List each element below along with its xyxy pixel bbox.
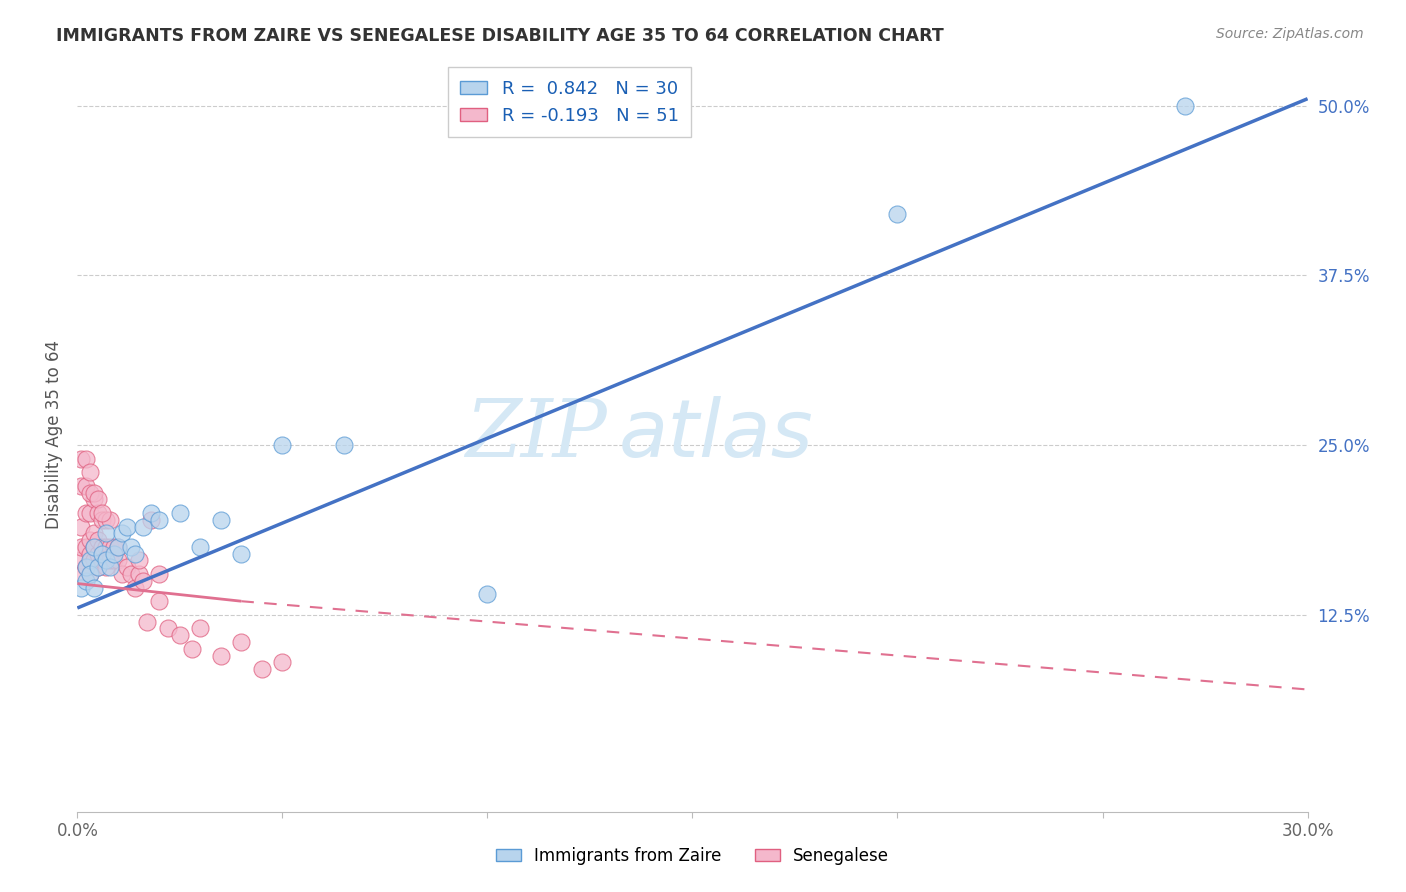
Point bbox=[103, 553, 125, 567]
Point bbox=[79, 567, 101, 582]
Point bbox=[103, 547, 125, 561]
Point bbox=[115, 519, 138, 533]
Point bbox=[181, 641, 204, 656]
Point bbox=[70, 581, 93, 595]
Point bbox=[75, 560, 97, 574]
Point bbox=[111, 526, 134, 541]
Point bbox=[87, 560, 110, 574]
Point bbox=[141, 513, 163, 527]
Point bbox=[231, 635, 253, 649]
Point bbox=[90, 553, 114, 567]
Point bbox=[209, 513, 232, 527]
Point bbox=[107, 540, 129, 554]
Point bbox=[98, 513, 121, 527]
Point bbox=[209, 648, 232, 663]
Point bbox=[250, 662, 273, 676]
Point bbox=[75, 574, 97, 588]
Point bbox=[94, 513, 117, 527]
Point bbox=[75, 479, 97, 493]
Point bbox=[75, 451, 97, 466]
Point bbox=[124, 547, 146, 561]
Point bbox=[70, 451, 93, 466]
Point bbox=[90, 513, 114, 527]
Point bbox=[83, 540, 105, 554]
Point bbox=[83, 526, 105, 541]
Point bbox=[94, 553, 117, 567]
Point bbox=[75, 506, 97, 520]
Point bbox=[79, 506, 101, 520]
Point bbox=[83, 581, 105, 595]
Point bbox=[120, 540, 142, 554]
Point bbox=[103, 540, 125, 554]
Point bbox=[90, 540, 114, 554]
Point bbox=[98, 560, 121, 574]
Point bbox=[79, 533, 101, 547]
Point bbox=[188, 621, 212, 635]
Point bbox=[70, 519, 93, 533]
Point bbox=[94, 540, 117, 554]
Point bbox=[271, 438, 294, 452]
Point bbox=[120, 567, 142, 582]
Y-axis label: Disability Age 35 to 64: Disability Age 35 to 64 bbox=[45, 341, 63, 529]
Point bbox=[98, 553, 121, 567]
Point bbox=[87, 492, 110, 507]
Point bbox=[188, 540, 212, 554]
Point bbox=[477, 587, 499, 601]
Point bbox=[90, 506, 114, 520]
Point bbox=[83, 485, 105, 500]
Point bbox=[79, 547, 101, 561]
Text: ZIP: ZIP bbox=[464, 396, 606, 474]
Point bbox=[75, 540, 97, 554]
Point bbox=[83, 492, 105, 507]
Point bbox=[94, 526, 117, 541]
Point bbox=[79, 567, 101, 582]
Point bbox=[271, 656, 294, 670]
Point bbox=[128, 567, 150, 582]
Point bbox=[87, 547, 110, 561]
Point bbox=[107, 540, 129, 554]
Point bbox=[87, 560, 110, 574]
Point bbox=[141, 506, 163, 520]
Point bbox=[70, 479, 93, 493]
Point bbox=[124, 581, 146, 595]
Point bbox=[231, 547, 253, 561]
Point bbox=[156, 621, 179, 635]
Point bbox=[70, 540, 93, 554]
Point bbox=[70, 553, 93, 567]
Point bbox=[128, 553, 150, 567]
Point bbox=[87, 533, 110, 547]
Point bbox=[83, 540, 105, 554]
Point bbox=[75, 560, 97, 574]
Point bbox=[886, 207, 908, 221]
Point bbox=[111, 567, 134, 582]
Point bbox=[107, 553, 129, 567]
Point bbox=[148, 513, 170, 527]
Text: IMMIGRANTS FROM ZAIRE VS SENEGALESE DISABILITY AGE 35 TO 64 CORRELATION CHART: IMMIGRANTS FROM ZAIRE VS SENEGALESE DISA… bbox=[56, 27, 943, 45]
Point bbox=[79, 553, 101, 567]
Point bbox=[90, 547, 114, 561]
Point bbox=[94, 560, 117, 574]
Point bbox=[1174, 98, 1197, 112]
Point bbox=[98, 540, 121, 554]
Point bbox=[115, 560, 138, 574]
Text: Source: ZipAtlas.com: Source: ZipAtlas.com bbox=[1216, 27, 1364, 41]
Legend: Immigrants from Zaire, Senegalese: Immigrants from Zaire, Senegalese bbox=[489, 840, 896, 871]
Point bbox=[83, 553, 105, 567]
Point bbox=[148, 594, 170, 608]
Point bbox=[79, 465, 101, 479]
Point bbox=[70, 567, 93, 582]
Point bbox=[136, 615, 159, 629]
Point bbox=[169, 628, 191, 642]
Point bbox=[79, 485, 101, 500]
Point bbox=[132, 519, 155, 533]
Point bbox=[333, 438, 356, 452]
Point bbox=[148, 567, 170, 582]
Point bbox=[169, 506, 191, 520]
Point bbox=[132, 574, 155, 588]
Point bbox=[87, 506, 110, 520]
Text: atlas: atlas bbox=[619, 396, 814, 474]
